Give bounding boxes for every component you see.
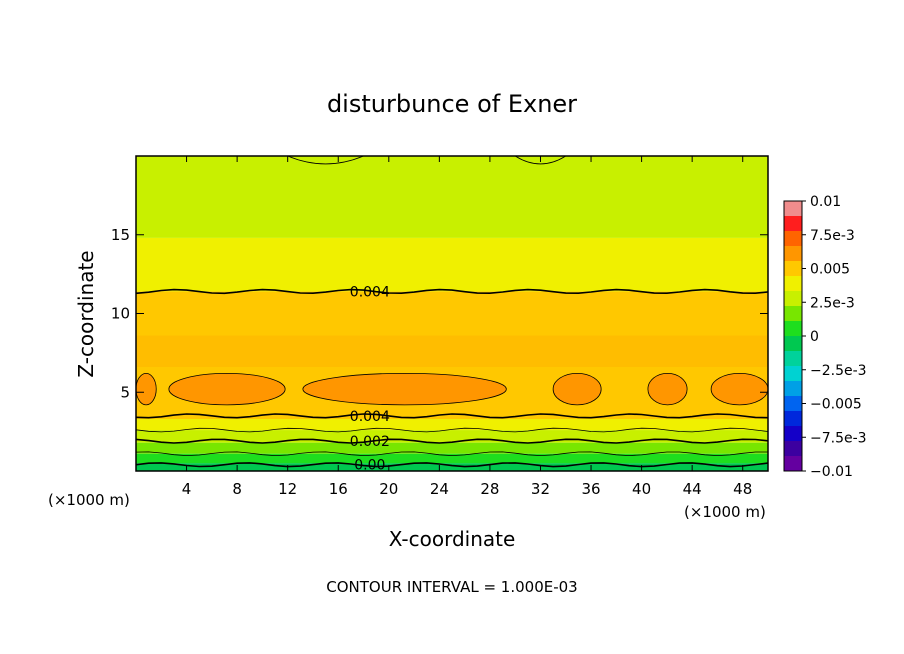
colorbar-label-4: 0 xyxy=(810,329,819,345)
colorbar-swatch-2 xyxy=(784,231,802,247)
colorbar-swatch-3 xyxy=(784,246,802,262)
colorbar-label-3: 2.5e-3 xyxy=(810,295,855,311)
contour-line-4 xyxy=(136,413,768,419)
colorbar-swatch-9 xyxy=(784,336,802,352)
colorbar-swatch-10 xyxy=(784,351,802,367)
x-tick-label-6: 28 xyxy=(480,480,499,498)
colorbar-swatch-14 xyxy=(784,411,802,427)
contour-line-0 xyxy=(136,462,768,468)
colorbar-swatch-0 xyxy=(784,201,802,217)
contour-label-0: 0.00 xyxy=(354,458,385,474)
colorbar-swatch-17 xyxy=(784,456,802,472)
contour-band-1 xyxy=(136,453,768,464)
contour-label-2: 0.002 xyxy=(350,434,390,450)
maximum-patch-3 xyxy=(552,372,602,406)
chart-title: disturbunce of Exner xyxy=(327,90,577,118)
y-tick-label-0: 5 xyxy=(120,383,130,401)
colorbar-label-5: −2.5e-3 xyxy=(810,363,867,379)
contour-line-1 xyxy=(136,451,768,457)
x-tick-label-0: 4 xyxy=(182,480,192,498)
y-tick-label-2: 15 xyxy=(111,226,130,244)
contour-line-3 xyxy=(136,427,768,433)
x-tick-label-9: 40 xyxy=(632,480,651,498)
maximum-patch-2 xyxy=(302,372,507,406)
x-tick-label-7: 32 xyxy=(531,480,550,498)
x-tick-label-4: 20 xyxy=(379,480,398,498)
colorbar-label-1: 7.5e-3 xyxy=(810,228,855,244)
contour-line-2 xyxy=(136,438,768,444)
colorbar-swatch-1 xyxy=(784,216,802,232)
maximum-patch-4 xyxy=(647,372,688,406)
colorbar-swatch-8 xyxy=(784,321,802,337)
colorbar-label-0: 0.01 xyxy=(810,194,841,210)
colorbar-swatch-5 xyxy=(784,276,802,292)
contour-band-2 xyxy=(136,442,768,454)
contour-band-0 xyxy=(136,463,768,471)
y-tick-label-1: 10 xyxy=(111,305,130,323)
top-contour-arc-0 xyxy=(287,156,364,165)
contour-band-7 xyxy=(136,156,768,238)
colorbar-swatch-16 xyxy=(784,441,802,457)
x-tick-label-11: 48 xyxy=(733,480,752,498)
x-unit-label: (×1000 m) xyxy=(684,503,766,521)
contour-line-5 xyxy=(136,288,768,295)
colorbar-swatch-15 xyxy=(784,426,802,442)
contour-interval-note: CONTOUR INTERVAL = 1.000E-03 xyxy=(326,578,577,596)
maximum-patch-1 xyxy=(168,372,286,406)
x-axis-ticks: 4 8 12 16 20 24 28 32 36 40 44 48 xyxy=(182,156,752,498)
contour-band-6 xyxy=(136,237,768,292)
colorbar-label-2: 0.005 xyxy=(810,262,850,278)
colorbar-swatch-4 xyxy=(784,261,802,277)
colorbar-swatch-6 xyxy=(784,291,802,307)
colorbar-label-7: −7.5e-3 xyxy=(810,430,867,446)
y-axis-ticks: 5 10 15 xyxy=(111,226,768,401)
x-tick-label-8: 36 xyxy=(581,480,600,498)
colorbar-swatch-13 xyxy=(784,396,802,412)
y-unit-label: (×1000 m) xyxy=(48,491,130,509)
x-tick-label-1: 8 xyxy=(232,480,242,498)
contour-band-4 xyxy=(136,419,768,431)
maximum-patch-0 xyxy=(136,372,157,406)
x-tick-label-5: 24 xyxy=(430,480,449,498)
x-tick-label-3: 16 xyxy=(329,480,348,498)
contour-band-upper-shade xyxy=(136,335,768,368)
maximum-patch-5 xyxy=(710,372,768,406)
colorbar: 0.01 7.5e-3 0.005 2.5e-3 0 −2.5e-3 −0.005 −7.5e… xyxy=(783,194,867,480)
colorbar-swatch-11 xyxy=(784,366,802,382)
colorbar-label-8: −0.01 xyxy=(810,464,853,480)
colorbar-swatch-12 xyxy=(784,381,802,397)
colorbar-swatch-7 xyxy=(784,306,802,322)
contour-label-4: 0.004 xyxy=(350,409,390,425)
y-axis-label: Z-coordinate xyxy=(74,250,98,377)
contour-label-5: 0.004 xyxy=(350,284,390,300)
x-tick-label-2: 12 xyxy=(278,480,297,498)
colorbar-label-6: −0.005 xyxy=(810,397,862,413)
x-axis-label: X-coordinate xyxy=(389,527,516,551)
x-tick-label-10: 44 xyxy=(683,480,702,498)
plot-area: 0.00 0.002 0.004 0.004 xyxy=(136,156,768,474)
